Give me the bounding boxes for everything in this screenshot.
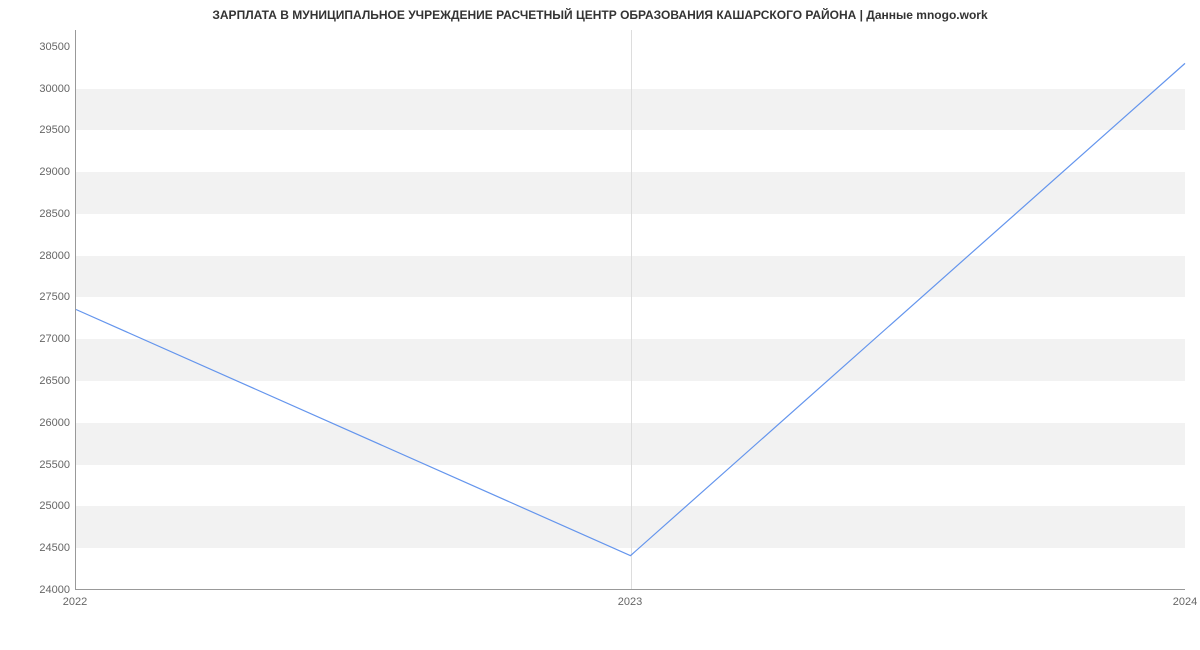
y-tick-label: 26500	[10, 375, 70, 387]
y-tick-label: 27500	[10, 291, 70, 303]
y-tick-label: 25500	[10, 459, 70, 471]
y-tick-label: 26000	[10, 417, 70, 429]
y-tick-label: 28000	[10, 250, 70, 262]
y-tick-label: 28500	[10, 208, 70, 220]
y-tick-label: 29500	[10, 124, 70, 136]
y-tick-label: 30000	[10, 83, 70, 95]
y-tick-label: 30500	[10, 41, 70, 53]
y-tick-label: 24000	[10, 584, 70, 596]
plot-area	[75, 30, 1185, 590]
line-svg	[76, 30, 1185, 589]
salary-series-line	[76, 63, 1185, 555]
y-tick-label: 25000	[10, 500, 70, 512]
chart-title: ЗАРПЛАТА В МУНИЦИПАЛЬНОЕ УЧРЕЖДЕНИЕ РАСЧ…	[0, 8, 1200, 22]
x-tick-label: 2022	[63, 596, 87, 608]
y-tick-label: 24500	[10, 542, 70, 554]
y-tick-label: 27000	[10, 333, 70, 345]
x-tick-label: 2023	[618, 596, 642, 608]
y-tick-label: 29000	[10, 166, 70, 178]
salary-line-chart: ЗАРПЛАТА В МУНИЦИПАЛЬНОЕ УЧРЕЖДЕНИЕ РАСЧ…	[0, 0, 1200, 650]
x-tick-label: 2024	[1173, 596, 1197, 608]
